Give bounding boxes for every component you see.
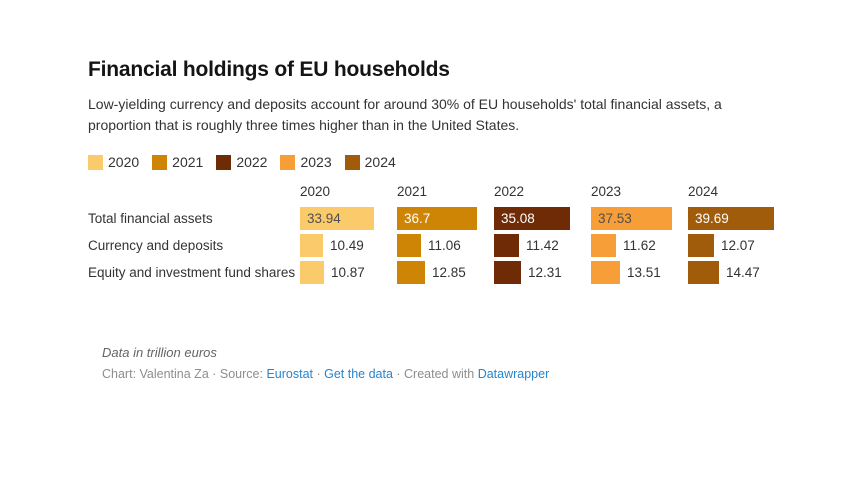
row-label: Total financial assets: [88, 211, 213, 226]
column-header-2024: 2024: [688, 184, 719, 199]
chart-byline: Chart: Valentina Za · Source: Eurostat ·…: [102, 367, 549, 381]
byline-separator: ·: [313, 367, 325, 381]
bar-value: 39.69: [695, 211, 729, 226]
bar-equity-2020: [300, 261, 324, 284]
bar-value: 13.51: [627, 265, 661, 280]
bar-value: 11.06: [428, 238, 461, 253]
legend-label-2021: 2021: [172, 154, 204, 170]
bar-value: 10.49: [330, 238, 364, 253]
column-header-2023: 2023: [591, 184, 622, 199]
column-header-2022: 2022: [494, 184, 525, 199]
bar-total-2022: 35.08: [494, 207, 570, 230]
bar-total-2024: 39.69: [688, 207, 774, 230]
legend-item-2022: 2022: [216, 154, 267, 170]
bar-value: 33.94: [307, 211, 341, 226]
row-label: Currency and deposits: [88, 238, 224, 253]
bar-currency-2020: [300, 234, 323, 257]
bar-table: 2020 2021 2022 2023 2024 Total financial…: [88, 184, 800, 286]
bar-total-2021: 36.7: [397, 207, 477, 230]
link-eurostat[interactable]: Eurostat: [266, 367, 313, 381]
legend-swatch-2023: [280, 154, 296, 170]
legend-item-2021: 2021: [152, 154, 203, 170]
bar-currency-2024: [688, 234, 714, 257]
bar-total-2020: 33.94: [300, 207, 374, 230]
legend-item-2020: 2020: [88, 154, 139, 170]
legend-label-2020: 2020: [108, 154, 140, 170]
legend-swatch-2024: [344, 154, 360, 170]
bar-value: 12.31: [528, 265, 562, 280]
chart-subtitle: Low-yielding currency and deposits accou…: [88, 96, 722, 133]
bar-value: 37.53: [598, 211, 632, 226]
legend-item-2024: 2024: [344, 154, 396, 170]
bar-value: 14.47: [726, 265, 760, 280]
column-header-2021: 2021: [397, 184, 428, 199]
bar-value: 35.08: [501, 211, 535, 226]
bar-equity-2024: [688, 261, 719, 284]
bar-value: 12.07: [721, 238, 755, 253]
bar-value: 11.42: [526, 238, 559, 253]
byline-prefix: Chart: Valentina Za · Source:: [102, 367, 267, 381]
bar-total-2023: 37.53: [591, 207, 672, 230]
bar-equity-2023: [591, 261, 620, 284]
bar-value: 10.87: [331, 265, 365, 280]
legend-swatch-2022: [216, 154, 232, 170]
legend-label-2022: 2022: [236, 154, 268, 170]
legend: 2020 2021 2022 2023 2024: [88, 154, 396, 170]
chart-title: Financial holdings of EU households: [88, 58, 450, 81]
byline-created-with: · Created with: [392, 367, 478, 381]
legend-swatch-2021: [152, 154, 168, 170]
bar-currency-2023: [591, 234, 616, 257]
legend-label-2023: 2023: [300, 154, 332, 170]
column-header-2020: 2020: [300, 184, 331, 199]
legend-swatch-2020: [88, 154, 103, 170]
table-row-total-financial-assets: Total financial assets 33.94 36.7 35.08 …: [88, 207, 800, 230]
bar-value: 12.85: [432, 265, 466, 280]
bar-equity-2022: [494, 261, 521, 284]
table-row-equity-and-investment-fund-shares: Equity and investment fund shares 10.87 …: [88, 261, 800, 284]
link-datawrapper[interactable]: Datawrapper: [477, 367, 550, 381]
bar-value: 36.7: [404, 211, 431, 226]
bar-equity-2021: [397, 261, 425, 284]
bar-currency-2021: [397, 234, 421, 257]
bar-value: 11.62: [623, 238, 656, 253]
bar-currency-2022: [494, 234, 519, 257]
legend-item-2023: 2023: [280, 154, 332, 170]
legend-label-2024: 2024: [364, 154, 396, 170]
link-get-the-data[interactable]: Get the data: [324, 367, 393, 381]
row-label: Equity and investment fund shares: [88, 265, 296, 280]
table-row-currency-and-deposits: Currency and deposits 10.49 11.06 11.42 …: [88, 234, 800, 257]
chart-note: Data in trillion euros: [102, 345, 217, 360]
